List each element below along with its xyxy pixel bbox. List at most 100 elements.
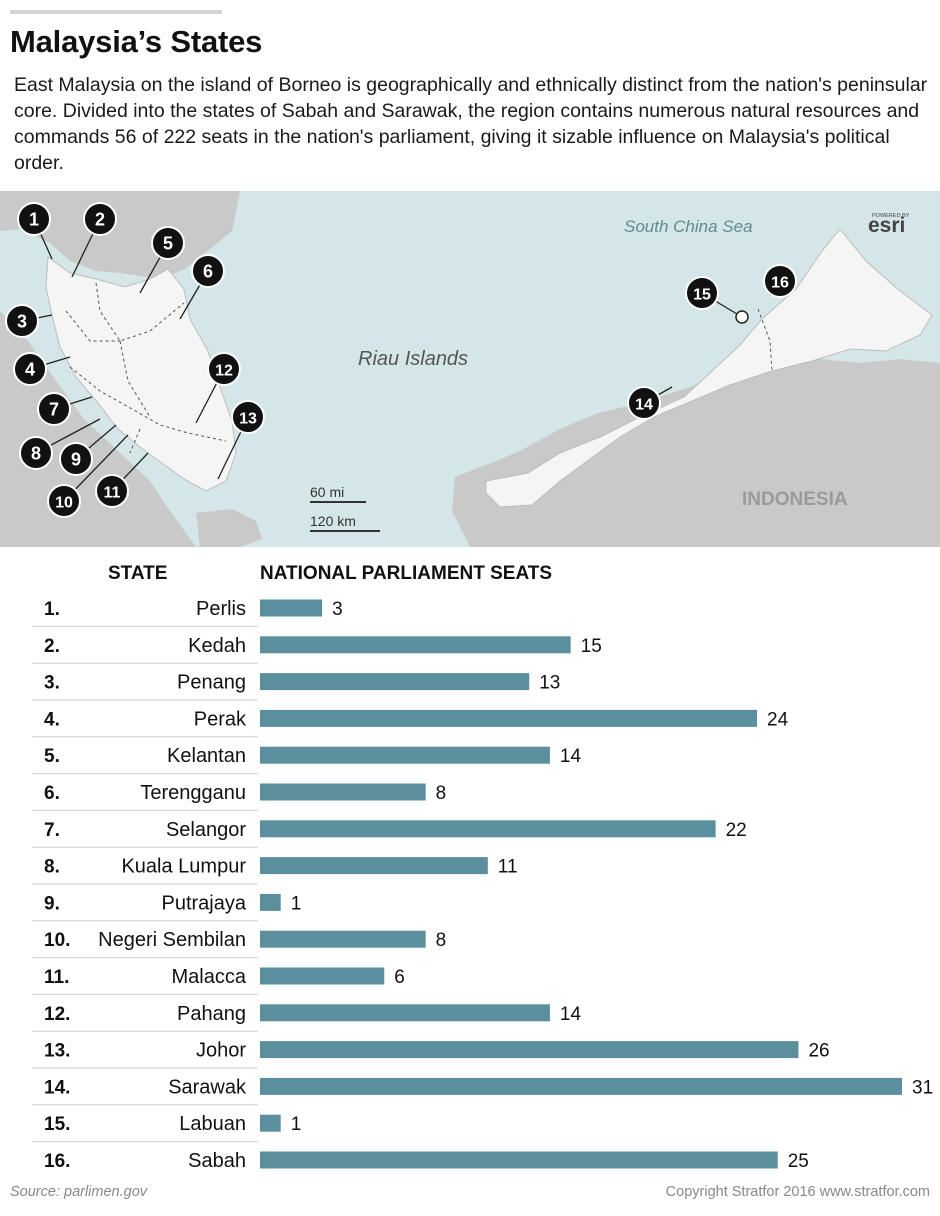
marker-number-7: 7 <box>49 400 59 420</box>
marker-circle-10 <box>47 484 81 518</box>
state-row: 14. Sarawak 31 <box>32 1076 933 1106</box>
seat-value-label: 14 <box>560 746 582 767</box>
state-rank: 14. <box>44 1077 70 1098</box>
seat-value-label: 6 <box>394 967 405 988</box>
state-name: Sabah <box>188 1150 246 1172</box>
marker-number-13: 13 <box>239 411 257 428</box>
seats-column-header: NATIONAL PARLIAMENT SEATS <box>260 563 553 584</box>
powered-by-label: POWERED BY <box>872 213 910 219</box>
state-rank: 9. <box>44 893 60 914</box>
state-rank: 13. <box>44 1041 70 1062</box>
seat-value-label: 13 <box>539 673 560 694</box>
seat-bar <box>260 636 571 654</box>
riau-islands-land <box>196 509 262 547</box>
state-row: 1. Perlis 3 <box>32 598 343 627</box>
marker-number-16: 16 <box>771 275 789 292</box>
seat-value-label: 3 <box>332 599 343 620</box>
seat-value-label: 11 <box>498 857 518 878</box>
state-row: 13. Johor 26 <box>32 1040 830 1069</box>
indonesia-label: INDONESIA <box>742 489 848 510</box>
state-name: Johor <box>196 1040 246 1062</box>
seat-bar <box>260 1151 778 1169</box>
state-row: 8. Kuala Lumpur 11 <box>32 856 518 885</box>
state-name: Selangor <box>166 819 246 841</box>
thailand-land <box>0 191 240 279</box>
state-rank: 16. <box>44 1151 70 1172</box>
marker-number-12: 12 <box>215 363 233 380</box>
map: South China Sea Riau Islands INDONESIA P… <box>0 191 940 547</box>
marker-circle-8 <box>19 436 53 470</box>
state-row: 12. Pahang 14 <box>32 1003 582 1032</box>
intro-text: East Malaysia on the island of Borneo is… <box>14 74 928 174</box>
state-name: Perlis <box>196 598 246 620</box>
seat-bar <box>260 930 426 948</box>
scale-mi-label: 60 mi <box>310 484 344 500</box>
seat-bar <box>260 746 550 764</box>
state-name: Negeri Sembilan <box>98 929 246 951</box>
state-column-header: STATE <box>108 563 168 584</box>
kalimantan-land <box>452 359 940 547</box>
copyright-note: Copyright Stratfor 2016 www.stratfor.com <box>665 1184 930 1200</box>
marker-number-1: 1 <box>29 210 39 230</box>
marker-circle-1 <box>17 202 51 236</box>
marker-circle-5 <box>151 226 185 260</box>
state-rank: 12. <box>44 1004 70 1025</box>
state-rank: 2. <box>44 636 60 657</box>
state-row: 9. Putrajaya 1 <box>32 892 302 922</box>
marker-number-8: 8 <box>31 444 41 464</box>
state-name: Kedah <box>188 635 246 657</box>
state-name: Sarawak <box>168 1076 247 1098</box>
state-rank: 1. <box>44 599 60 620</box>
seat-bar <box>260 1077 902 1095</box>
marker-number-9: 9 <box>71 450 81 470</box>
state-rank: 10. <box>44 930 70 951</box>
seat-value-label: 8 <box>436 930 447 951</box>
sea-label: South China Sea <box>624 217 753 236</box>
seat-value-label: 24 <box>767 709 789 730</box>
marker-circle-14 <box>627 386 661 420</box>
seat-bar <box>260 673 530 691</box>
state-row: 16. Sabah 25 <box>44 1150 809 1172</box>
marker-number-11: 11 <box>104 485 121 502</box>
state-row: 11. Malacca 6 <box>32 966 405 995</box>
scale-km-label: 120 km <box>310 513 356 529</box>
state-rank: 4. <box>44 709 60 730</box>
state-rank: 6. <box>44 783 60 804</box>
seat-bar <box>260 783 426 801</box>
seat-value-label: 1 <box>291 1114 302 1135</box>
state-rank: 5. <box>44 746 60 767</box>
marker-circle-6 <box>191 254 225 288</box>
marker-circle-13 <box>231 400 265 434</box>
marker-number-15: 15 <box>693 287 711 304</box>
state-name: Pahang <box>177 1003 246 1025</box>
page-title: Malaysia’s States <box>10 24 263 59</box>
seat-bar <box>260 599 323 617</box>
marker-number-10: 10 <box>55 495 73 512</box>
state-name: Terengganu <box>140 782 246 804</box>
seat-value-label: 31 <box>912 1077 933 1098</box>
seat-bar <box>260 857 488 875</box>
source-note: Source: parlimen.gov <box>10 1184 148 1200</box>
marker-number-6: 6 <box>203 262 213 282</box>
seat-bar <box>260 709 758 727</box>
state-borders <box>65 282 773 454</box>
esri-logo: esri <box>868 214 905 237</box>
sumatra-land <box>0 311 196 547</box>
state-row: 10. Negeri Sembilan 8 <box>32 929 447 959</box>
seat-value-label: 1 <box>291 893 302 914</box>
state-row: 2. Kedah 15 <box>32 635 602 664</box>
state-name: Putrajaya <box>162 892 247 914</box>
state-rank: 7. <box>44 820 60 841</box>
state-row: 4. Perak 24 <box>32 708 789 738</box>
state-rank: 3. <box>44 673 60 694</box>
state-name: Labuan <box>179 1113 246 1135</box>
marker-circle-12 <box>207 352 241 386</box>
seat-value-label: 15 <box>581 636 602 657</box>
state-rank: 8. <box>44 857 60 878</box>
top-accent-bar <box>10 10 222 14</box>
state-row: 3. Penang 13 <box>32 672 560 701</box>
state-name: Penang <box>177 672 246 694</box>
marker-circle-11 <box>95 474 129 508</box>
marker-number-2: 2 <box>95 210 105 230</box>
